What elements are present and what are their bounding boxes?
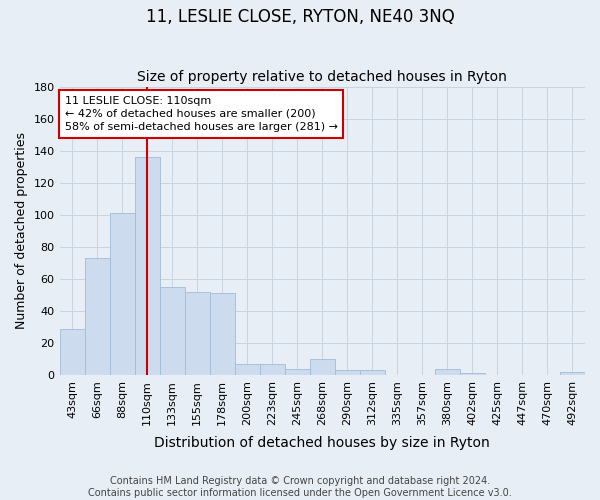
Text: Contains HM Land Registry data © Crown copyright and database right 2024.
Contai: Contains HM Land Registry data © Crown c…: [88, 476, 512, 498]
Bar: [134, 158, 160, 375]
Bar: [110, 214, 134, 375]
Bar: [59, 328, 85, 375]
Bar: [235, 364, 260, 375]
Bar: [435, 368, 460, 375]
X-axis label: Distribution of detached houses by size in Ryton: Distribution of detached houses by size …: [154, 436, 490, 450]
Text: 11 LESLIE CLOSE: 110sqm
← 42% of detached houses are smaller (200)
58% of semi-d: 11 LESLIE CLOSE: 110sqm ← 42% of detache…: [65, 96, 338, 132]
Bar: [185, 292, 209, 375]
Bar: [310, 359, 335, 375]
Title: Size of property relative to detached houses in Ryton: Size of property relative to detached ho…: [137, 70, 507, 85]
Bar: [85, 258, 110, 375]
Bar: [160, 287, 185, 375]
Bar: [335, 370, 360, 375]
Bar: [209, 294, 235, 375]
Bar: [560, 372, 585, 375]
Bar: [285, 368, 310, 375]
Bar: [260, 364, 285, 375]
Y-axis label: Number of detached properties: Number of detached properties: [15, 132, 28, 330]
Text: 11, LESLIE CLOSE, RYTON, NE40 3NQ: 11, LESLIE CLOSE, RYTON, NE40 3NQ: [146, 8, 454, 26]
Bar: [460, 374, 485, 375]
Bar: [360, 370, 385, 375]
